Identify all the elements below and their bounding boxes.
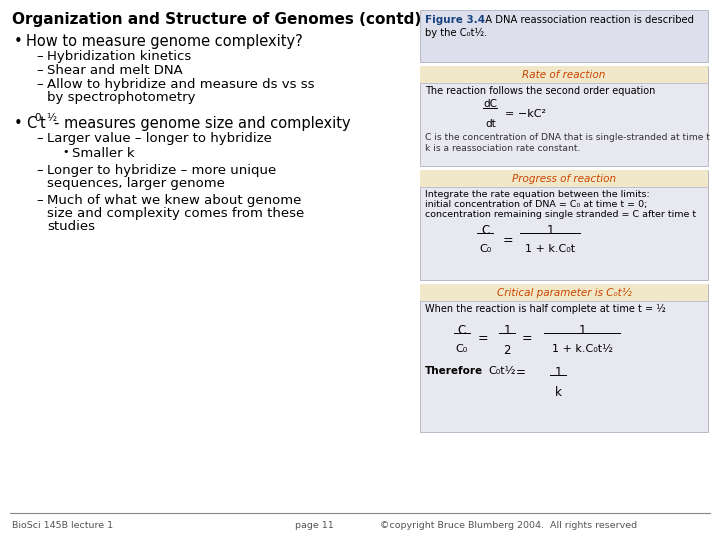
Text: = −kC²: = −kC² (505, 109, 546, 119)
Text: Critical parameter is C₀t½: Critical parameter is C₀t½ (497, 287, 631, 298)
Text: Much of what we knew about genome: Much of what we knew about genome (47, 194, 302, 207)
Text: A DNA reassociation reaction is described: A DNA reassociation reaction is describe… (479, 15, 694, 25)
Text: The reaction follows the second order equation: The reaction follows the second order eq… (425, 86, 655, 96)
Text: by the C₀t½.: by the C₀t½. (425, 28, 487, 38)
Text: 1: 1 (503, 324, 510, 337)
Text: Figure 3.4: Figure 3.4 (425, 15, 485, 25)
Text: sequences, larger genome: sequences, larger genome (47, 177, 225, 190)
Text: 1 + k.C₀t: 1 + k.C₀t (525, 244, 575, 254)
Text: 1: 1 (578, 324, 586, 337)
Text: =: = (522, 332, 533, 345)
Text: dt: dt (485, 119, 496, 129)
Text: Larger value – longer to hybridize: Larger value – longer to hybridize (47, 132, 272, 145)
Text: Integrate the rate equation between the limits:: Integrate the rate equation between the … (425, 190, 649, 199)
Text: t: t (40, 116, 46, 131)
Text: by spectrophotometry: by spectrophotometry (47, 91, 196, 104)
Text: Therefore: Therefore (425, 366, 483, 376)
Text: Allow to hybridize and measure ds vs ss: Allow to hybridize and measure ds vs ss (47, 78, 315, 91)
FancyBboxPatch shape (420, 170, 708, 280)
Text: initial concentration of DNA = C₀ at time t = 0;: initial concentration of DNA = C₀ at tim… (425, 200, 647, 209)
FancyBboxPatch shape (420, 66, 708, 83)
FancyBboxPatch shape (420, 284, 708, 432)
Text: concentration remaining single stranded = C after time t: concentration remaining single stranded … (425, 210, 696, 219)
Text: dC: dC (483, 99, 497, 109)
Text: C: C (458, 324, 466, 337)
Text: C₀: C₀ (456, 344, 468, 354)
Text: –: – (36, 78, 42, 91)
Text: –: – (36, 50, 42, 63)
Text: ©copyright Bruce Blumberg 2004.  All rights reserved: ©copyright Bruce Blumberg 2004. All righ… (380, 521, 637, 530)
Text: - measures genome size and complexity: - measures genome size and complexity (54, 116, 351, 131)
Text: Shear and melt DNA: Shear and melt DNA (47, 64, 183, 77)
FancyBboxPatch shape (420, 66, 708, 166)
Text: page 11: page 11 (295, 521, 334, 530)
Text: 1: 1 (554, 366, 562, 379)
FancyBboxPatch shape (420, 284, 708, 301)
Text: BioSci 145B lecture 1: BioSci 145B lecture 1 (12, 521, 113, 530)
Text: •: • (14, 34, 23, 49)
Text: studies: studies (47, 220, 95, 233)
Text: –: – (36, 64, 42, 77)
Text: Smaller k: Smaller k (72, 147, 135, 160)
Text: When the reaction is half complete at time t = ½: When the reaction is half complete at ti… (425, 304, 666, 314)
Text: C: C (26, 116, 36, 131)
Text: =: = (478, 332, 489, 345)
Text: 2: 2 (503, 344, 510, 357)
Text: Longer to hybridize – more unique: Longer to hybridize – more unique (47, 164, 276, 177)
Text: Rate of reaction: Rate of reaction (522, 70, 606, 79)
Text: •: • (14, 116, 23, 131)
Text: C₀: C₀ (479, 244, 491, 254)
Text: –: – (36, 164, 42, 177)
Text: =: = (516, 366, 526, 379)
Text: •: • (62, 147, 68, 157)
Text: –: – (36, 194, 42, 207)
Text: Organization and Structure of Genomes (contd): Organization and Structure of Genomes (c… (12, 12, 421, 27)
Text: size and complexity comes from these: size and complexity comes from these (47, 207, 305, 220)
Text: –: – (36, 132, 42, 145)
Text: =: = (503, 234, 513, 247)
Text: 0: 0 (34, 113, 40, 123)
Text: How to measure genome complexity?: How to measure genome complexity? (26, 34, 302, 49)
FancyBboxPatch shape (420, 10, 708, 62)
Text: C₀t½: C₀t½ (488, 366, 516, 376)
Text: C is the concentration of DNA that is single-stranded at time t: C is the concentration of DNA that is si… (425, 133, 710, 142)
FancyBboxPatch shape (420, 170, 708, 187)
Text: C: C (481, 224, 489, 237)
Text: 1 + k.C₀t½: 1 + k.C₀t½ (552, 344, 613, 354)
Text: Progress of reaction: Progress of reaction (512, 173, 616, 184)
Text: ½: ½ (46, 113, 56, 123)
Text: 1: 1 (546, 224, 554, 237)
Text: Hybridization kinetics: Hybridization kinetics (47, 50, 192, 63)
Text: k is a reassociation rate constant.: k is a reassociation rate constant. (425, 144, 580, 153)
Text: k: k (554, 386, 562, 399)
